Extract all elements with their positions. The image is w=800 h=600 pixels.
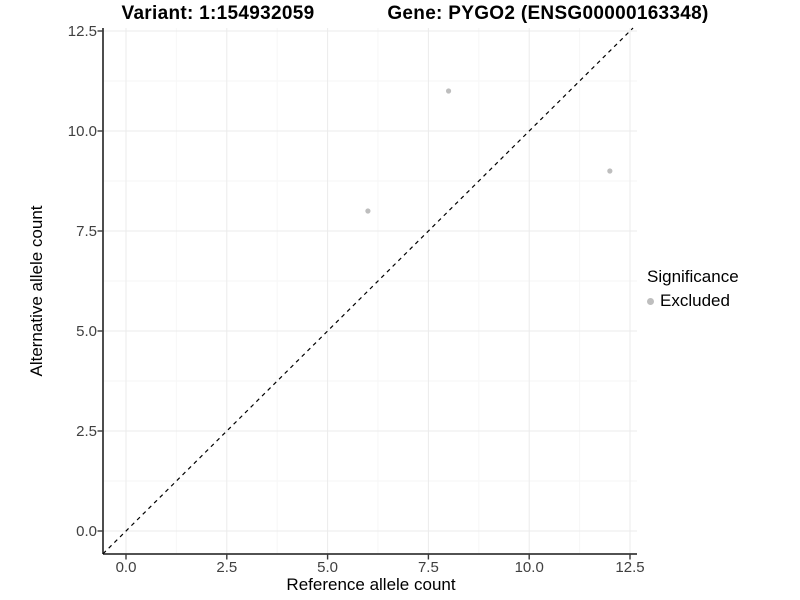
y-tick-label: 5.0 (76, 323, 97, 340)
legend-title: Significance (647, 267, 739, 286)
x-axis-ticks: 0.0 2.5 5.0 7.5 10.0 12.5 (116, 554, 645, 576)
data-point (607, 168, 613, 174)
y-tick-label: 0.0 (76, 523, 97, 540)
x-tick-label: 5.0 (317, 559, 338, 576)
y-tick-label: 10.0 (68, 123, 97, 140)
axis-lines (102, 28, 637, 555)
x-axis-title: Reference allele count (286, 575, 456, 594)
x-tick-label: 10.0 (515, 559, 544, 576)
minor-gridlines (103, 28, 637, 554)
data-points (365, 88, 613, 214)
y-tick-label: 12.5 (68, 23, 97, 40)
data-point (445, 88, 452, 94)
y-axis-title: Alternative allele count (27, 205, 46, 377)
y-tick-label: 2.5 (76, 423, 97, 440)
variant-title: Variant: 1:154932059 (121, 3, 315, 24)
x-tick-label: 12.5 (615, 559, 644, 576)
legend-item-label: Excluded (660, 291, 730, 310)
x-tick-label: 2.5 (216, 559, 237, 576)
x-tick-label: 7.5 (418, 559, 439, 576)
major-gridlines (103, 28, 637, 554)
legend-item-excluded: Excluded (647, 291, 739, 311)
gene-title: Gene: PYGO2 (ENSG00000163348) (387, 3, 709, 24)
y-tick-label: 7.5 (76, 223, 97, 240)
excluded-point-icon (647, 297, 654, 305)
identity-reference-line (102, 27, 634, 555)
y-axis-ticks: 0.0 2.5 5.0 7.5 10.0 12.5 (68, 23, 103, 540)
data-point (365, 208, 371, 214)
legend: Significance Excluded (647, 267, 739, 311)
x-tick-label: 0.0 (116, 559, 137, 576)
